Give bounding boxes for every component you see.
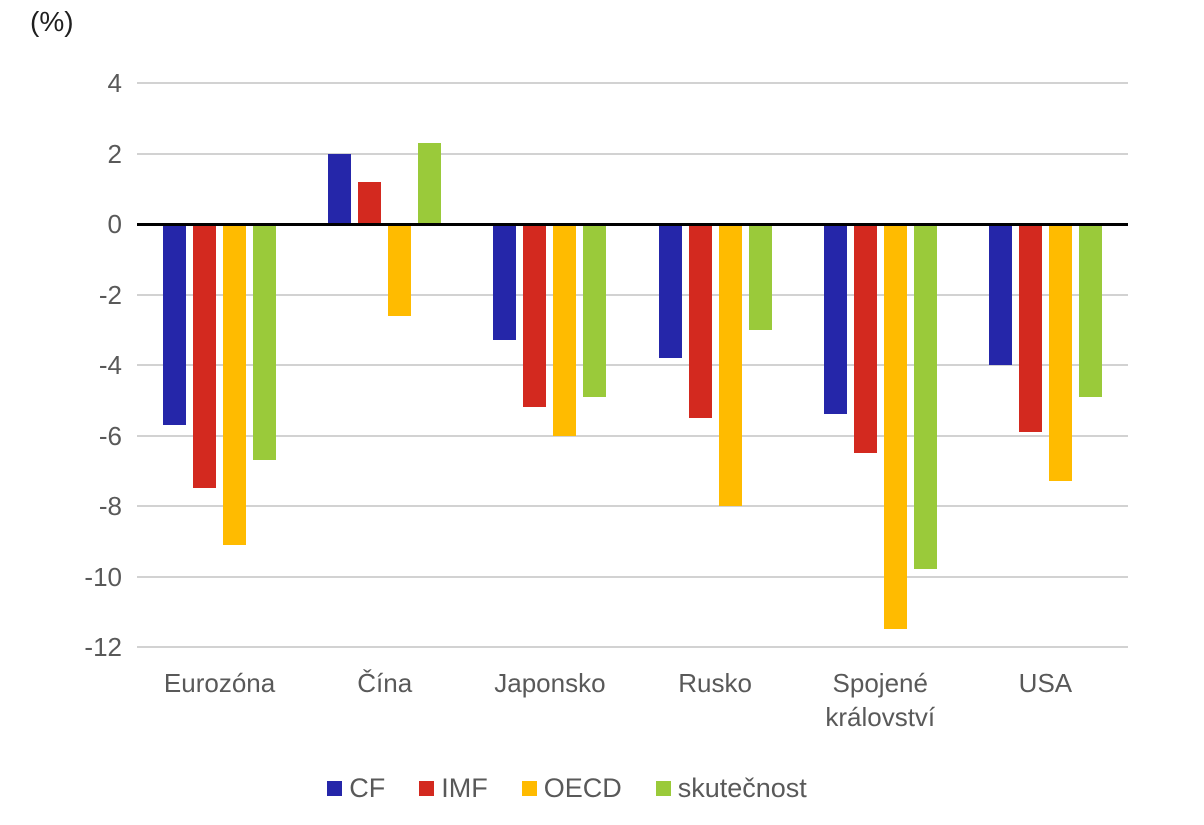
bar-cf-3 bbox=[658, 224, 682, 358]
bar-skutečnost-5 bbox=[1078, 224, 1102, 397]
bar-cf-0 bbox=[163, 224, 187, 425]
bar-imf-4 bbox=[853, 224, 877, 454]
grid-line bbox=[137, 293, 1128, 296]
bar-imf-2 bbox=[523, 224, 547, 408]
bar-cf-2 bbox=[493, 224, 517, 341]
grid-line bbox=[137, 505, 1128, 507]
legend-item-skutečnost: skutečnost bbox=[655, 773, 807, 803]
y-tick-label: -8 bbox=[98, 491, 122, 521]
y-tick-label: 4 bbox=[107, 68, 122, 98]
legend: CF IMF OECD skutečnost bbox=[0, 775, 1134, 802]
bar-imf-3 bbox=[688, 224, 712, 418]
grid-line bbox=[137, 152, 1128, 155]
bar-skutečnost-2 bbox=[583, 224, 607, 397]
legend-item-cf: CF bbox=[327, 775, 385, 802]
bar-imf-5 bbox=[1018, 224, 1042, 432]
zero-axis-line bbox=[137, 222, 1128, 226]
bar-oecd-5 bbox=[1048, 224, 1072, 482]
y-tick-label: -10 bbox=[84, 561, 122, 592]
legend-item-imf: IMF bbox=[419, 775, 488, 802]
y-tick-label: 0 bbox=[107, 209, 122, 239]
y-tick-label: -12 bbox=[84, 632, 122, 662]
plot-area bbox=[137, 82, 1128, 648]
bar-skutečnost-3 bbox=[748, 224, 772, 330]
bar-oecd-0 bbox=[223, 224, 247, 545]
y-tick-label: -2 bbox=[98, 279, 122, 310]
bar-oecd-4 bbox=[883, 224, 907, 630]
legend-label: skutečnost bbox=[677, 773, 807, 803]
grid-line bbox=[137, 575, 1128, 578]
bar-oecd-1 bbox=[388, 224, 412, 316]
legend-label: IMF bbox=[441, 773, 488, 803]
bar-cf-4 bbox=[823, 224, 847, 415]
legend-swatch-icon bbox=[327, 781, 343, 796]
y-axis-unit-label: (%) bbox=[30, 6, 74, 37]
y-tick-label: 2 bbox=[107, 138, 122, 169]
bar-imf-1 bbox=[358, 181, 382, 224]
bar-oecd-2 bbox=[553, 224, 577, 436]
bar-imf-0 bbox=[193, 224, 217, 489]
x-category-label: Eurozóna bbox=[163, 668, 276, 698]
x-category-label: USA bbox=[1018, 668, 1073, 698]
x-category-label: Čína bbox=[357, 668, 413, 698]
bar-cf-5 bbox=[988, 224, 1012, 365]
x-category-label: Japonsko bbox=[494, 668, 606, 698]
x-category-label: Spojené království bbox=[825, 668, 936, 732]
grid-line bbox=[137, 364, 1128, 366]
bar-skutečnost-1 bbox=[418, 142, 442, 224]
legend-item-oecd: OECD bbox=[521, 773, 622, 803]
legend-swatch-icon bbox=[419, 781, 435, 796]
legend-swatch-icon bbox=[521, 781, 537, 796]
legend-swatch-icon bbox=[655, 781, 671, 796]
bar-cf-1 bbox=[328, 153, 352, 224]
legend-label: CF bbox=[349, 773, 386, 803]
bar-oecd-3 bbox=[718, 224, 742, 506]
x-category-label: Rusko bbox=[678, 668, 752, 698]
bar-skutečnost-0 bbox=[253, 224, 277, 461]
grid-line bbox=[137, 434, 1128, 437]
bar-skutečnost-4 bbox=[913, 224, 937, 570]
grid-line bbox=[137, 82, 1128, 84]
y-tick-label: -4 bbox=[98, 350, 122, 380]
grid-line bbox=[137, 646, 1128, 648]
legend-label: OECD bbox=[543, 773, 622, 803]
y-tick-label: -6 bbox=[98, 420, 122, 451]
